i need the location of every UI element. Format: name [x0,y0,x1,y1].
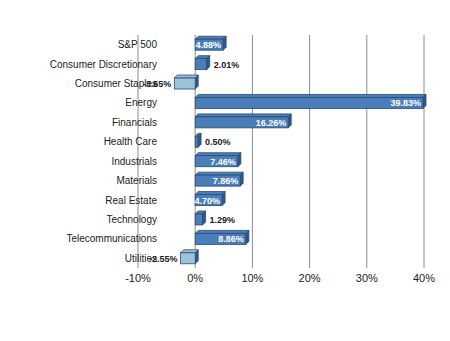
bar-side-face [207,56,210,70]
category-label: Real Estate [105,195,157,206]
tick-label: 0% [187,272,203,284]
bar [195,117,288,128]
data-label: 4.70% [195,196,221,206]
category-label: Health Care [104,136,158,147]
data-label: 16.26% [256,118,287,128]
grid-line [252,35,253,268]
bar-top-face [195,94,426,97]
bar-top-face [195,172,243,175]
category-label: S&P 500 [118,39,158,50]
bar-top-face [195,153,241,156]
category-label: Consumer Discretionary [50,59,157,70]
category-label: Consumer Staples [75,78,157,89]
bar-top-face [195,114,291,117]
bar [195,59,206,70]
bar-side-face [195,250,198,264]
bar-side-face [223,36,226,50]
bar [195,97,423,108]
bar [195,233,246,244]
bar-top-face [174,75,198,78]
tick-label: 40% [413,272,435,284]
chart: -10%0%10%20%30%40%4.88%2.01%-3.65%39.83%… [0,0,450,341]
category-label: Industrials [111,156,157,167]
tick-label: 10% [241,272,263,284]
bar [181,253,196,264]
bar-side-face [238,153,241,167]
data-label: 8.86% [218,234,244,244]
bar-side-face [198,133,201,147]
data-label: 39.83% [390,98,421,108]
data-label: 4.88% [196,40,222,50]
category-label: Utilities [125,253,157,264]
grid-line [424,35,425,268]
data-label: 7.46% [210,157,236,167]
data-label: 1.29% [210,215,236,225]
bar [195,156,238,167]
bar [195,136,198,147]
tick-label: 30% [356,272,378,284]
tick-label: -10% [125,272,151,284]
data-label: 0.50% [205,137,231,147]
bar [174,78,195,89]
bars [174,36,426,264]
tick-label: 20% [299,272,321,284]
category-label: Financials [112,117,157,128]
category-label: Materials [116,175,157,186]
data-label: 2.01% [214,60,240,70]
bar-top-face [195,230,249,233]
bar-side-face [195,75,198,89]
bar-side-face [203,211,206,225]
bar-side-face [240,172,243,186]
bar [195,195,222,206]
grid [138,35,424,268]
category-label: Energy [125,97,157,108]
bar-side-face [423,94,426,108]
bar-top-face [195,192,225,195]
category-label: Technology [106,214,157,225]
grid-line [309,35,310,268]
bar-top-face [195,36,226,39]
bar [195,175,240,186]
bar [195,214,202,225]
bar-side-face [246,230,249,244]
bar-side-face [288,114,291,128]
data-label: 7.86% [213,176,239,186]
category-label: Telecommunications [66,233,157,244]
bar [195,39,223,50]
grid-line [366,35,367,268]
bar-side-face [222,192,225,206]
